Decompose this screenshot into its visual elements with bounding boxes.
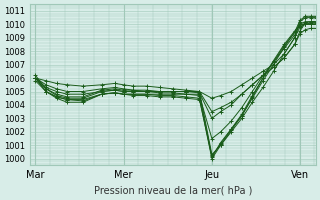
X-axis label: Pression niveau de la mer( hPa ): Pression niveau de la mer( hPa ) — [94, 186, 252, 196]
